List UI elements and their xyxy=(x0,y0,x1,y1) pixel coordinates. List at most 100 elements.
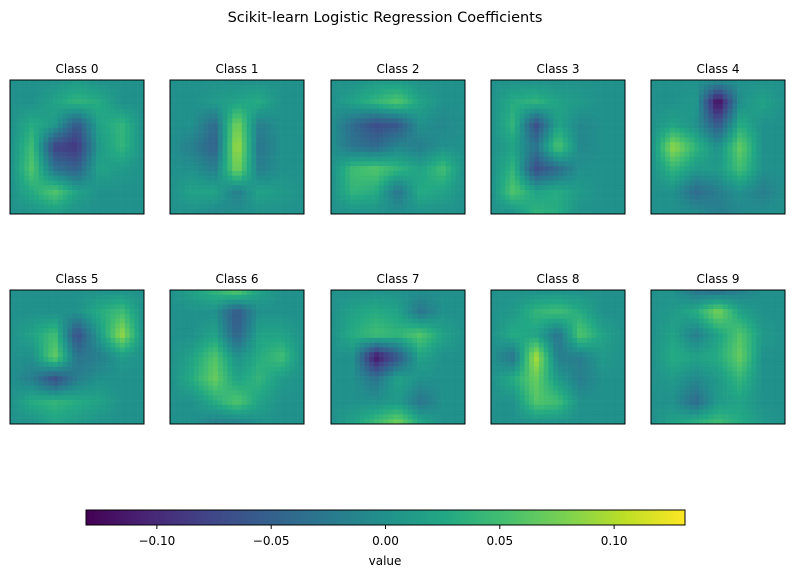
heatmap-cell xyxy=(689,175,695,181)
heatmap-cell xyxy=(581,137,588,143)
heatmap-cell xyxy=(655,118,661,124)
heatmap-cell xyxy=(770,80,776,86)
heatmap-cell xyxy=(232,166,238,172)
heatmap-cell xyxy=(374,190,380,196)
heatmap-cell xyxy=(246,318,252,324)
heatmap-cell xyxy=(426,103,432,110)
heatmap-cell xyxy=(543,156,549,162)
heatmap-cell xyxy=(732,80,738,86)
heatmap-cell xyxy=(756,94,762,100)
heatmap-cell xyxy=(289,99,295,105)
heatmap-cell xyxy=(359,175,365,181)
heatmap-cell xyxy=(213,199,219,205)
heatmap-cell xyxy=(241,323,247,329)
heatmap-cell xyxy=(388,156,394,162)
heatmap-cell xyxy=(10,80,16,86)
heatmap-cell xyxy=(134,103,140,110)
heatmap-cell xyxy=(213,94,219,100)
heatmap-cell xyxy=(284,190,290,196)
heatmap-cell xyxy=(67,347,73,353)
heatmap-cell xyxy=(105,170,111,177)
heatmap-cell xyxy=(610,132,616,138)
heatmap-cell xyxy=(718,175,724,181)
heatmap-cell xyxy=(189,89,195,95)
heatmap-cell xyxy=(445,103,451,110)
heatmap-cell xyxy=(510,99,516,105)
heatmap-cell xyxy=(86,352,92,358)
heatmap-cell xyxy=(374,84,380,90)
heatmap-cell xyxy=(505,209,511,215)
heatmap-cell xyxy=(572,123,578,129)
heatmap-cell xyxy=(129,170,135,177)
heatmap-cell xyxy=(765,170,771,177)
heatmap-cell xyxy=(184,328,190,334)
heatmap-cell xyxy=(670,94,676,100)
heatmap-cell xyxy=(713,204,719,210)
heatmap-cell xyxy=(543,118,549,124)
heatmap-cell xyxy=(340,204,346,210)
heatmap-cell xyxy=(388,103,394,110)
heatmap-cell xyxy=(57,390,63,396)
heatmap-cell xyxy=(350,199,356,205)
heatmap-cell xyxy=(203,328,209,334)
heatmap-cell xyxy=(505,113,511,119)
heatmap-cell xyxy=(120,190,126,196)
heatmap-cell xyxy=(756,194,762,200)
heatmap-cell xyxy=(53,80,59,86)
heatmap-cell xyxy=(179,318,185,324)
heatmap-cell xyxy=(421,175,428,181)
heatmap-cell xyxy=(679,161,685,167)
heatmap-cell xyxy=(775,89,781,95)
heatmap-cell xyxy=(24,414,30,420)
heatmap-cell xyxy=(770,175,776,181)
heatmap-cell xyxy=(129,147,135,153)
heatmap-cell xyxy=(505,123,511,129)
heatmap-cell xyxy=(24,84,30,90)
heatmap-cell xyxy=(241,89,247,95)
heatmap-cell xyxy=(19,84,25,90)
heatmap-cell xyxy=(48,142,54,148)
heatmap-cell xyxy=(115,337,121,343)
heatmap-cell xyxy=(86,142,92,148)
heatmap-cell xyxy=(81,323,87,329)
heatmap-cell xyxy=(227,89,233,95)
heatmap-cell xyxy=(77,127,83,133)
heatmap-cell xyxy=(19,400,25,406)
heatmap-cell xyxy=(601,99,607,105)
heatmap-cell xyxy=(694,113,700,119)
heatmap-cell xyxy=(256,309,262,315)
heatmap-cell xyxy=(19,199,25,205)
heatmap-cell xyxy=(260,132,267,138)
heatmap-cell xyxy=(198,185,204,191)
heatmap-cell xyxy=(38,84,44,90)
heatmap-cell xyxy=(412,204,418,210)
heatmap-cell xyxy=(354,166,361,172)
heatmap-cell xyxy=(694,151,700,157)
heatmap-cell xyxy=(558,199,564,205)
heatmap-cell xyxy=(251,328,257,334)
heatmap-cell xyxy=(33,132,40,138)
heatmap-cell xyxy=(441,166,447,172)
heatmap-cell xyxy=(91,142,97,148)
heatmap-cell xyxy=(491,127,497,133)
heatmap-cell xyxy=(260,137,267,143)
heatmap-cell xyxy=(713,180,719,186)
heatmap-cell xyxy=(591,156,597,162)
heatmap-cell xyxy=(756,199,762,205)
heatmap-cell xyxy=(62,323,68,329)
heatmap-cell xyxy=(359,147,365,153)
heatmap-cell xyxy=(426,137,432,143)
heatmap-cell xyxy=(294,84,300,90)
heatmap-cell xyxy=(38,209,44,215)
heatmap-cell xyxy=(91,347,97,353)
heatmap-cell xyxy=(374,123,380,129)
heatmap-cell xyxy=(96,294,102,300)
heatmap-cell xyxy=(124,118,130,124)
heatmap-cell xyxy=(43,337,49,343)
heatmap-cell xyxy=(393,180,399,186)
heatmap-cell xyxy=(722,151,728,157)
heatmap-cell xyxy=(294,180,300,186)
heatmap-cell xyxy=(170,84,176,90)
heatmap-cell xyxy=(331,123,337,129)
heatmap-cell xyxy=(698,142,704,148)
